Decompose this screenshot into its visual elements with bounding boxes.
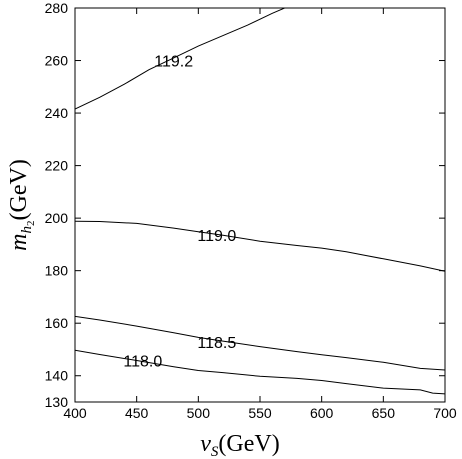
y-axis-title: mh2(GeV) [6, 159, 37, 251]
contour-labels: 119.2 119.0 118.5 118.0 [123, 54, 236, 371]
y-tick-label: 280 [45, 0, 69, 16]
x-axis-title: vS(GeV) [200, 431, 279, 459]
contour-lines [75, 8, 445, 395]
x-tick-label: 450 [125, 405, 149, 421]
contour-line-118-0 [75, 349, 445, 395]
contour-label-119-0: 119.0 [197, 228, 236, 245]
y-tick-label: 200 [45, 210, 69, 226]
y-tick-label: 180 [45, 263, 69, 279]
x-tick-label: 700 [433, 405, 457, 421]
contour-line-118-5 [75, 315, 445, 371]
y-tick-label: 220 [45, 158, 69, 174]
x-tick-label: 400 [63, 405, 87, 421]
y-tick-label: 260 [45, 53, 69, 69]
contour-line-119-0 [75, 220, 445, 272]
y-tick-label: 130 [45, 394, 69, 410]
contour-label-118-0: 118.0 [123, 353, 162, 370]
y-tick-label: 160 [45, 315, 69, 331]
axis-ticks: 400 450 500 550 600 650 700 130 140 160 180 200 220 2… [45, 0, 457, 421]
x-tick-label: 650 [372, 405, 396, 421]
contour-label-119-2: 119.2 [154, 54, 193, 71]
contour-label-118-5: 118.5 [197, 335, 236, 352]
contour-line-119-2 [75, 8, 286, 110]
x-tick-label: 600 [310, 405, 334, 421]
y-tick-label: 140 [45, 368, 69, 384]
x-tick-label: 550 [248, 405, 272, 421]
x-tick-label: 500 [187, 405, 211, 421]
plot-frame [74, 7, 446, 403]
y-tick-label: 240 [45, 105, 69, 121]
